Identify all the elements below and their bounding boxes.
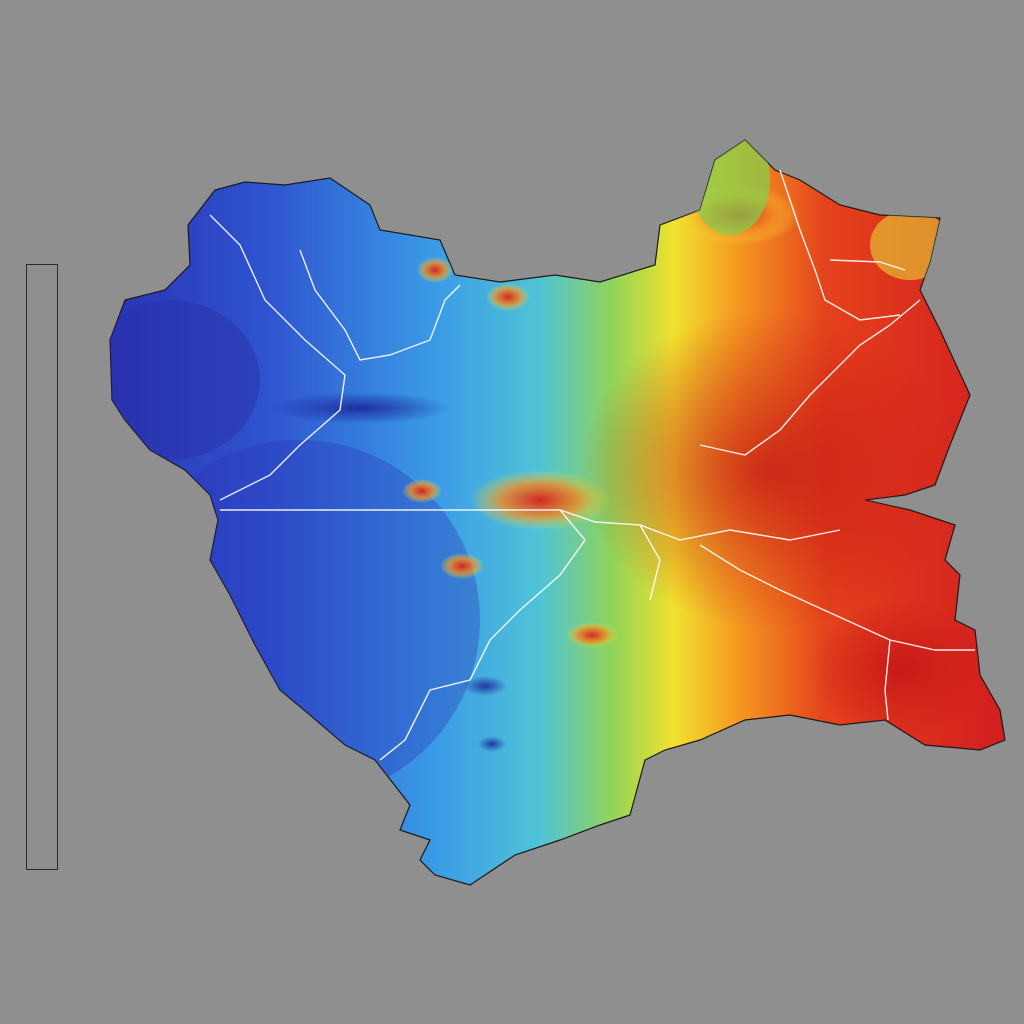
colorbar <box>26 264 58 870</box>
map-region <box>109 139 1006 886</box>
admin-boundaries <box>209 169 975 761</box>
